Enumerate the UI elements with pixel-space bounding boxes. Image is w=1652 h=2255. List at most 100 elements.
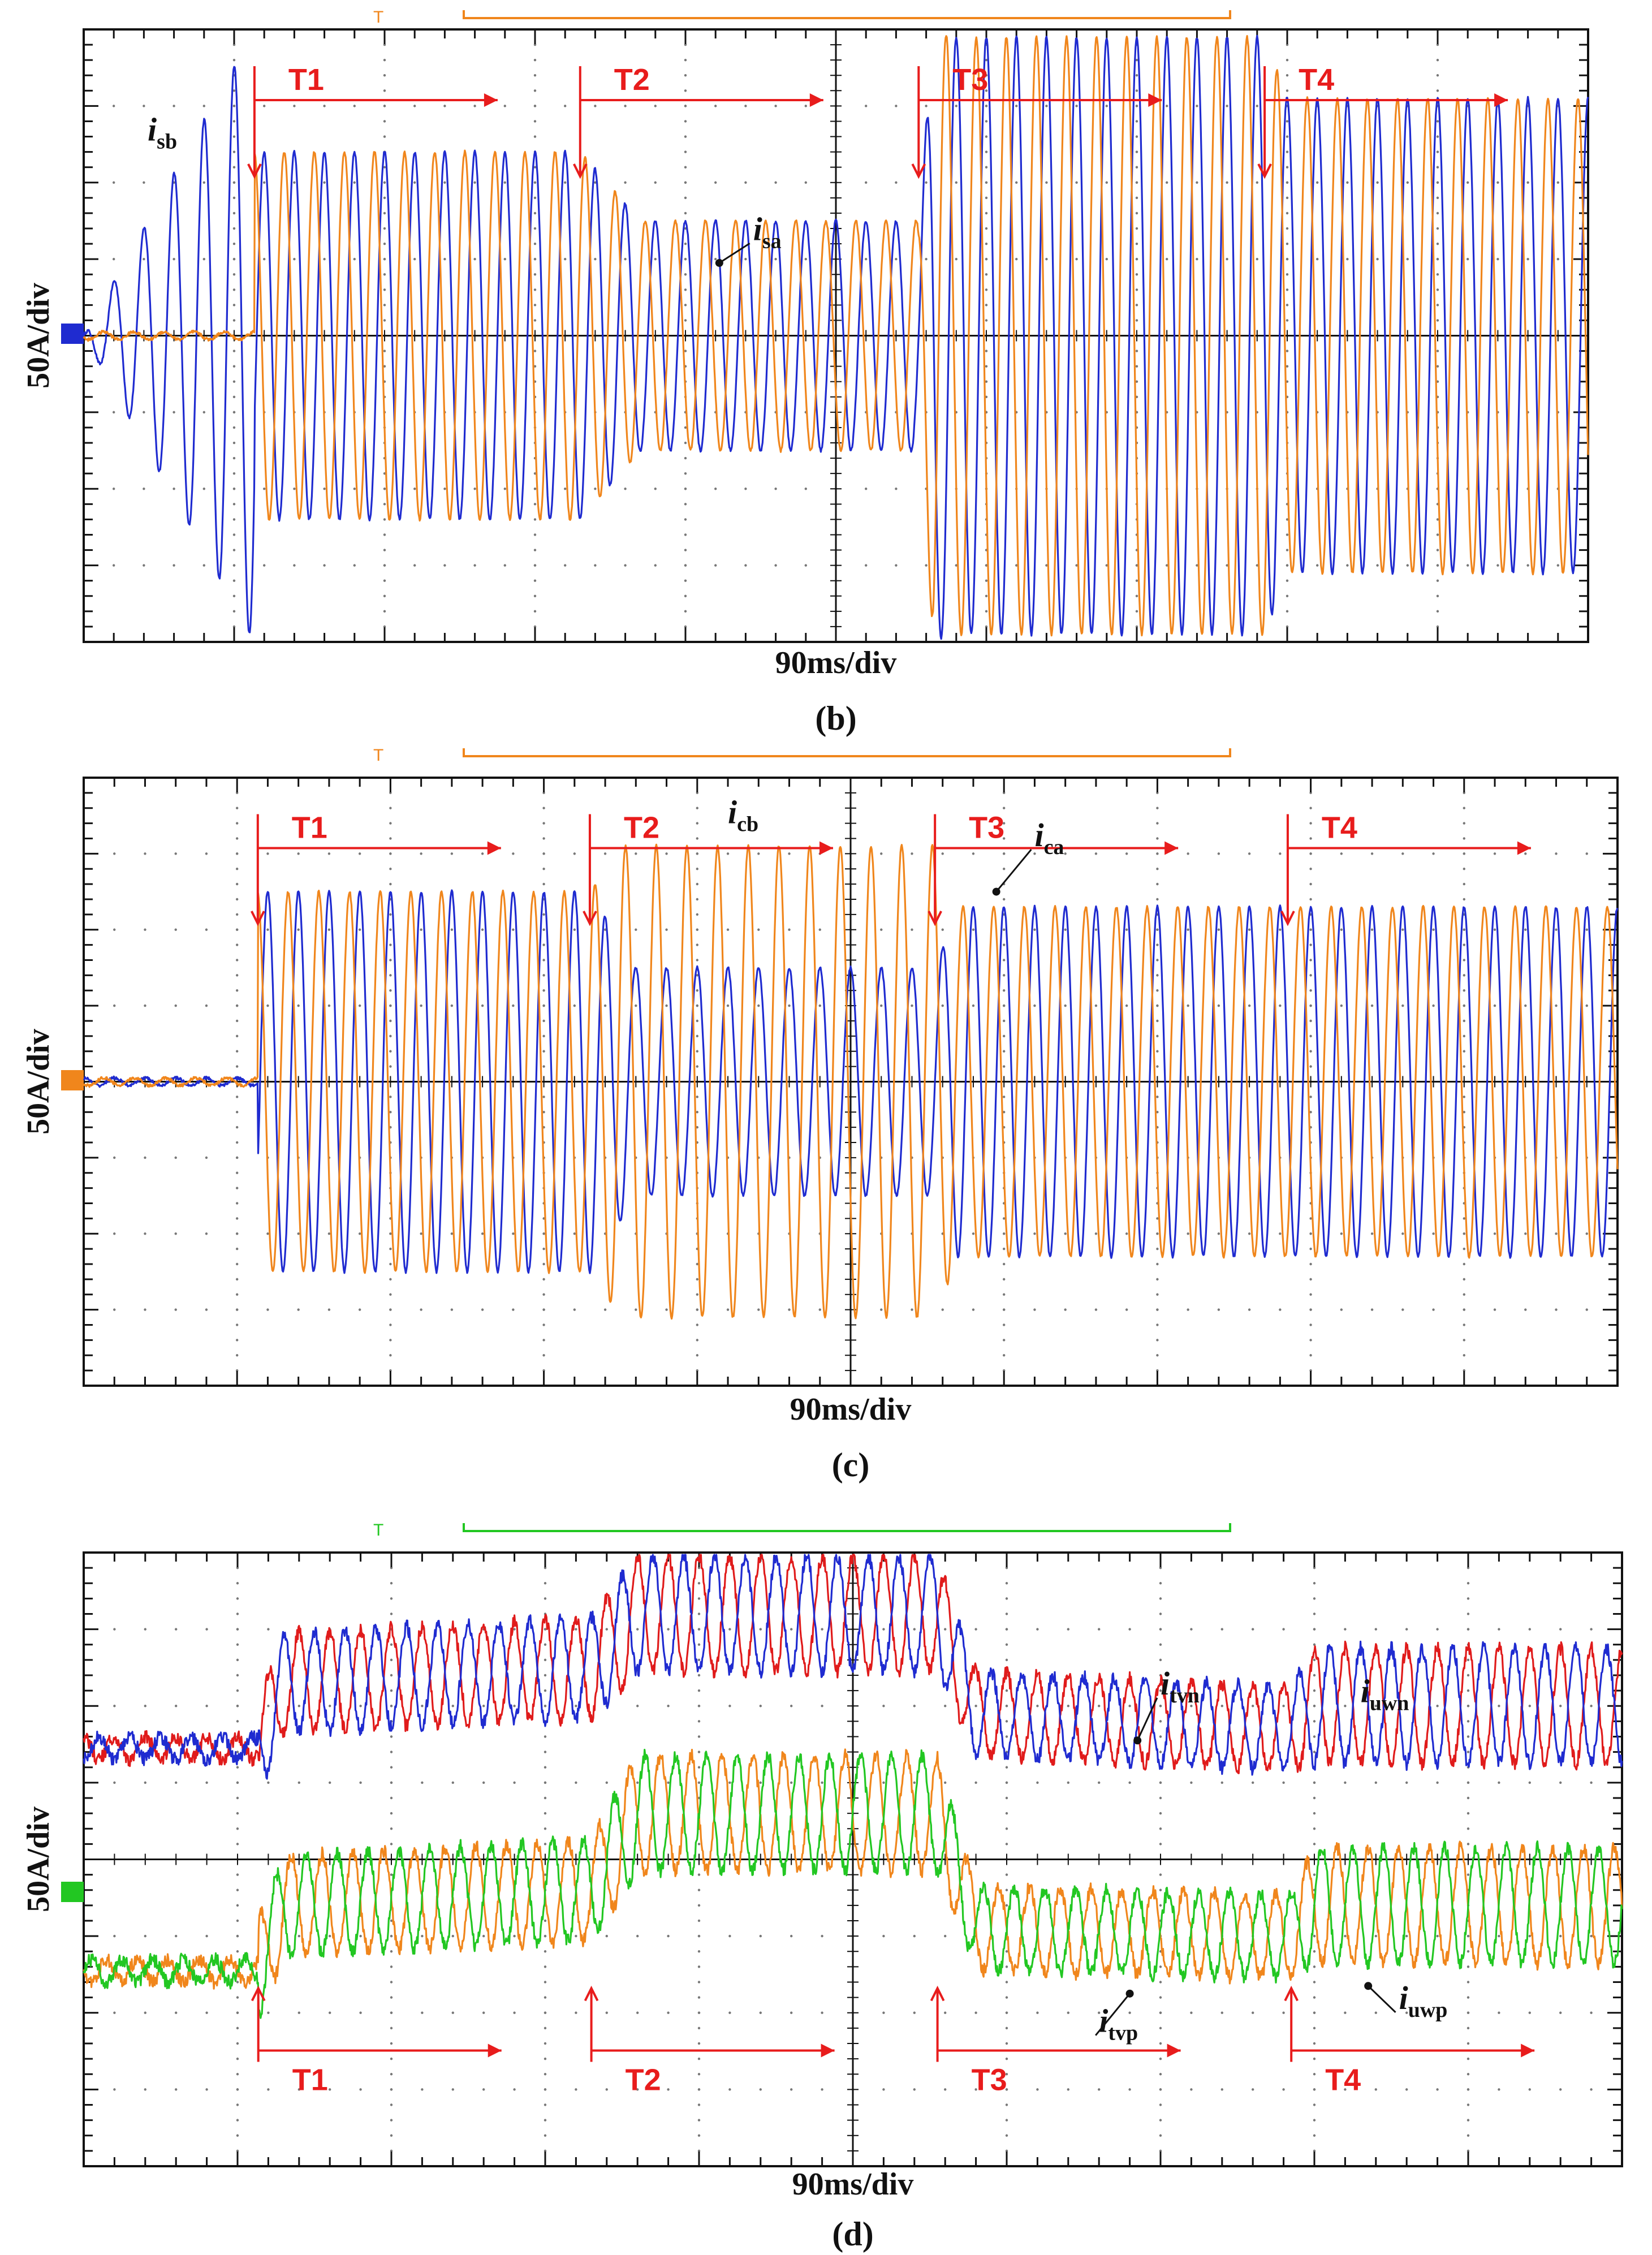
grid-dot xyxy=(544,1705,547,1708)
grid-dot xyxy=(1156,807,1159,809)
grid-dot xyxy=(696,1262,699,1266)
grid-dot xyxy=(358,852,361,855)
grid-dot xyxy=(696,1111,699,1114)
grid-dot xyxy=(1128,2088,1131,2091)
event-arrowhead xyxy=(928,911,942,926)
grid-dot xyxy=(697,2042,701,2045)
grid-dot xyxy=(202,564,205,567)
grid-dot xyxy=(1036,1628,1039,1631)
grid-dot xyxy=(236,1232,239,1235)
grid-dot xyxy=(1405,1781,1408,1784)
grid-dot xyxy=(544,1965,547,1968)
grid-dot xyxy=(113,1156,116,1159)
grid-dot xyxy=(665,1004,668,1007)
grid-dot xyxy=(232,304,236,307)
grid-dot xyxy=(804,257,808,261)
grid-dot xyxy=(544,1981,547,1984)
grid-dot xyxy=(1313,2149,1316,2153)
grid-dot xyxy=(1248,852,1251,855)
trace-label-pointer-tip xyxy=(1125,1989,1134,1998)
grid-dot xyxy=(1466,1873,1470,1876)
grid-dot xyxy=(113,1308,116,1311)
grid-dot xyxy=(1005,2073,1008,2076)
grid-dot xyxy=(605,1628,609,1631)
grid-dot xyxy=(696,1034,699,1038)
grid-dot xyxy=(113,564,115,567)
grid-dot xyxy=(1190,1781,1193,1784)
grid-dot xyxy=(913,1705,916,1708)
grid-dot xyxy=(818,1308,821,1311)
grid-dot xyxy=(144,1934,146,1938)
grid-dot xyxy=(972,852,975,855)
trigger-bracket xyxy=(463,1523,1231,1532)
grid-dot xyxy=(236,989,239,992)
grid-dot xyxy=(389,1339,392,1342)
grid-dot xyxy=(1045,564,1048,567)
grid-dot xyxy=(696,1278,699,1281)
grid-dot xyxy=(697,1705,701,1708)
grid-dot xyxy=(389,1034,392,1038)
grid-dot xyxy=(818,1004,821,1007)
grid-dot xyxy=(1005,1904,1008,1907)
grid-dot xyxy=(744,488,747,490)
grid-dot xyxy=(985,319,988,322)
grid-dot xyxy=(697,1888,701,1891)
grid-dot xyxy=(544,2011,547,2014)
grid-dot xyxy=(1166,181,1168,184)
grid-dot xyxy=(575,2011,577,2014)
grid-dot xyxy=(113,928,116,931)
grid-dot xyxy=(1156,822,1159,825)
grid-dot xyxy=(1344,1628,1347,1631)
grid-dot xyxy=(542,1111,545,1114)
grid-dot xyxy=(232,181,236,184)
grid-dot xyxy=(1159,1689,1162,1692)
grid-dot xyxy=(684,181,687,184)
grid-dot xyxy=(1135,150,1138,153)
grid-dot xyxy=(323,181,326,184)
grid-dot xyxy=(1286,196,1289,200)
event-arrowhead xyxy=(484,93,498,107)
grid-dot xyxy=(236,1658,239,1662)
grid-dot xyxy=(482,1934,485,1938)
grid-dot xyxy=(1252,1781,1254,1784)
grid-dot xyxy=(667,1705,670,1708)
grid-dot xyxy=(236,1004,239,1007)
grid-dot xyxy=(1436,273,1439,276)
grid-dot xyxy=(113,1004,116,1007)
grid-dot xyxy=(1135,380,1138,383)
grid-dot xyxy=(542,1050,545,1053)
grid-dot xyxy=(1105,564,1108,567)
grid-dot xyxy=(263,105,266,107)
grid-dot xyxy=(684,579,687,582)
grid-dot xyxy=(696,943,699,946)
grid-dot xyxy=(1252,2011,1254,2014)
grid-dot xyxy=(911,852,913,855)
event-arrowhead xyxy=(1280,911,1295,926)
grid-dot xyxy=(512,928,515,931)
grid-dot xyxy=(383,549,386,551)
grid-dot xyxy=(1405,1705,1408,1708)
grid-dot xyxy=(697,1750,701,1753)
y-axis-label: 50A/div xyxy=(21,283,56,389)
grid-dot xyxy=(1463,1323,1465,1326)
grid-dot xyxy=(696,1096,699,1098)
grid-dot xyxy=(714,564,717,567)
grid-dot xyxy=(1005,1827,1008,1830)
grid-dot xyxy=(1217,1308,1220,1311)
grid-dot xyxy=(955,181,958,184)
grid-dot xyxy=(390,1919,393,1922)
grid-dot xyxy=(533,120,537,123)
grid-dot xyxy=(236,2149,239,2153)
grid-dot xyxy=(1217,852,1220,855)
grid-dot xyxy=(1064,1232,1067,1235)
grid-dot xyxy=(911,1308,913,1311)
grid-dot xyxy=(1156,974,1159,977)
grid-dot xyxy=(1309,943,1312,946)
grid-dot xyxy=(421,2088,424,2091)
grid-dot xyxy=(503,564,506,567)
grid-dot xyxy=(1463,943,1465,946)
grid-dot xyxy=(266,1004,269,1007)
grid-dot xyxy=(684,518,687,521)
grid-dot xyxy=(113,181,115,184)
trace-iuwn xyxy=(83,1554,1623,1780)
